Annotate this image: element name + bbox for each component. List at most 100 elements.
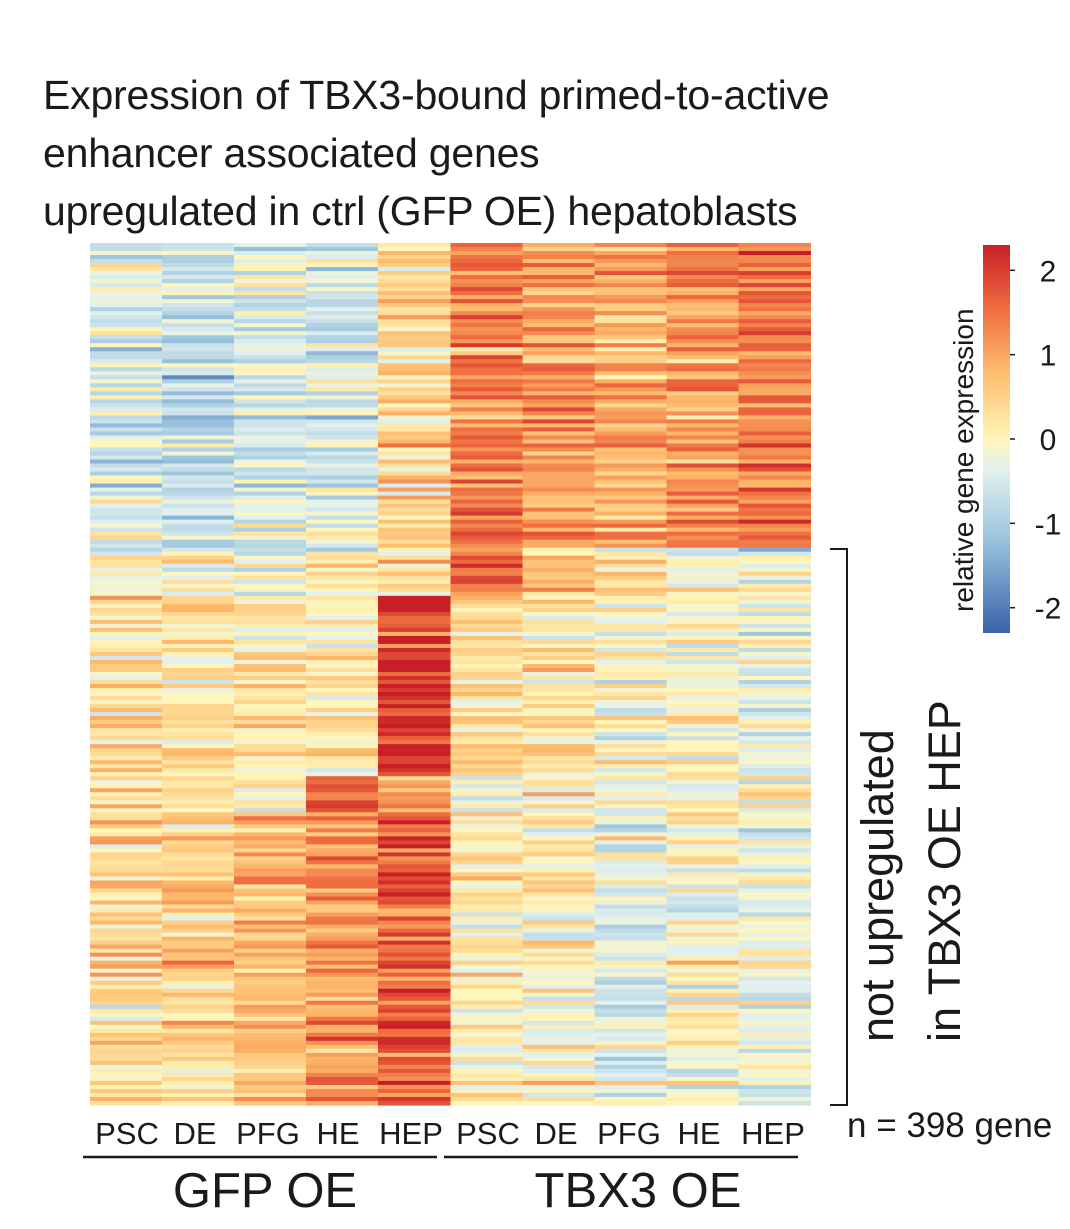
heatmap-cell [666, 543, 739, 549]
heatmap-cell [234, 611, 307, 617]
heatmap-cell [306, 619, 379, 625]
heatmap-cell [90, 627, 163, 633]
heatmap-cell [666, 359, 739, 364]
heatmap-cell [90, 708, 163, 713]
heatmap-cell [90, 367, 163, 372]
heatmap-cell [306, 1040, 379, 1046]
heatmap-cell [450, 547, 523, 553]
heatmap-cell [306, 279, 379, 284]
heatmap-cell [450, 371, 523, 376]
heatmap-cell [162, 359, 235, 364]
heatmap-cell [522, 844, 595, 850]
heatmap-cell [378, 1040, 451, 1046]
heatmap-cell [522, 1016, 595, 1022]
heatmap-cell [306, 744, 379, 749]
heatmap-cell [234, 563, 307, 569]
heatmap-cell [594, 287, 667, 292]
heatmap-cell [378, 936, 451, 942]
heatmap-cell [234, 647, 307, 653]
heatmap-cell [90, 267, 163, 272]
heatmap-cell [378, 251, 451, 256]
heatmap-cell [162, 291, 235, 296]
heatmap-cell [306, 804, 379, 809]
heatmap-cell [450, 804, 523, 809]
heatmap-cell [522, 423, 595, 429]
heatmap-cell [522, 283, 595, 288]
heatmap-cell [522, 595, 595, 601]
heatmap-cell [738, 579, 811, 585]
heatmap-cell [90, 900, 163, 906]
heatmap-cell [594, 551, 667, 557]
heatmap-cell [666, 559, 739, 565]
heatmap-cell [234, 315, 307, 320]
heatmap-cell [378, 651, 451, 657]
heatmap-cell [234, 403, 307, 408]
heatmap-cell [90, 355, 163, 360]
heatmap-cell [378, 511, 451, 517]
heatmap-cell [450, 595, 523, 601]
heatmap-cell [234, 844, 307, 850]
heatmap-cell [234, 804, 307, 809]
heatmap-cell [162, 744, 235, 749]
heatmap-cell [90, 808, 163, 813]
heatmap-cell [738, 884, 811, 890]
heatmap-cell [306, 255, 379, 260]
heatmap-cell [234, 511, 307, 517]
heatmap-cell [162, 347, 235, 352]
heatmap-cell [450, 932, 523, 938]
heatmap-cell [90, 539, 163, 545]
heatmap-cell [594, 647, 667, 653]
heatmap-cell [378, 271, 451, 276]
heatmap-cell [234, 1052, 307, 1058]
heatmap-cell [594, 567, 667, 573]
heatmap-cell [594, 1000, 667, 1006]
heatmap-cell [522, 627, 595, 633]
heatmap-cell [378, 335, 451, 340]
heatmap-cell [450, 808, 523, 813]
heatmap-cell [450, 407, 523, 412]
heatmap-cell [234, 663, 307, 669]
heatmap-cell [738, 792, 811, 797]
heatmap-cell [162, 335, 235, 340]
heatmap-cell [738, 363, 811, 368]
heatmap-cell [378, 603, 451, 609]
heatmap-cell [162, 259, 235, 264]
heatmap-cell [90, 335, 163, 340]
heatmap-cell [234, 836, 307, 841]
heatmap-cell [306, 639, 379, 645]
heatmap-cell [162, 708, 235, 713]
heatmap-cell [162, 736, 235, 741]
heatmap-cell [234, 828, 307, 833]
heatmap-cell [522, 287, 595, 292]
heatmap-cell [306, 1072, 379, 1078]
heatmap-cell [90, 271, 163, 276]
heatmap-cell [594, 876, 667, 882]
heatmap-cell [666, 712, 739, 717]
heatmap-cell [522, 816, 595, 821]
heatmap-cell [738, 696, 811, 701]
heatmap-cell [450, 283, 523, 288]
heatmap-cell [522, 375, 595, 380]
heatmap-cell [738, 892, 811, 898]
heatmap-cell [666, 271, 739, 276]
heatmap-cell [666, 567, 739, 573]
heatmap-cell [594, 291, 667, 296]
heatmap-cell [522, 451, 595, 457]
heatmap-cell [738, 964, 811, 970]
heatmap-cell [90, 944, 163, 950]
heatmap-cell [378, 1068, 451, 1074]
heatmap-cell [306, 756, 379, 761]
heatmap-cell [522, 463, 595, 469]
heatmap-cell [162, 804, 235, 809]
heatmap-cell [378, 1028, 451, 1034]
heatmap-cell [594, 395, 667, 400]
heatmap-cell [234, 459, 307, 465]
heatmap-cell [450, 700, 523, 705]
heatmap-cell [378, 591, 451, 597]
heatmap-cell [162, 403, 235, 408]
heatmap-cell [594, 307, 667, 312]
heatmap-cell [450, 663, 523, 669]
heatmap-cell [594, 615, 667, 621]
heatmap-cell [450, 1092, 523, 1098]
